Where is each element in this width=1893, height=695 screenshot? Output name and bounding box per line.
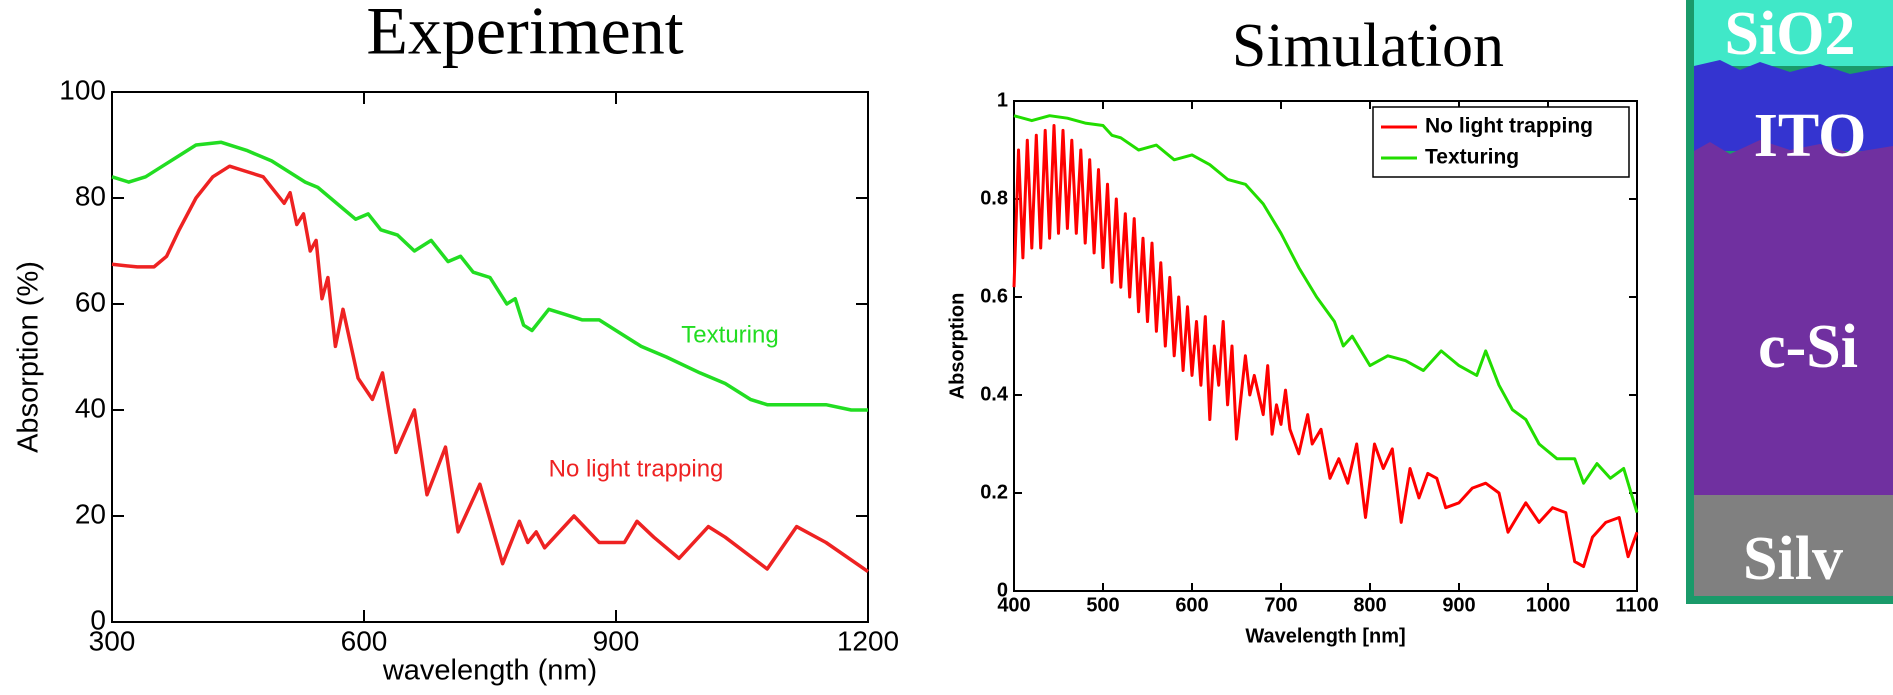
y-tick-label: 80 [75,180,106,211]
y-tick-label: 60 [75,286,106,317]
y-tick-label: 0.4 [980,383,1009,405]
y-axis-label: Absorption (%) [13,261,45,453]
x-tick-label: 900 [1442,594,1475,616]
x-tick-label: 900 [593,625,640,656]
layer-label: Silv [1743,525,1843,593]
y-tick-label: 100 [59,74,106,105]
y-tick-label: 0.6 [980,285,1008,307]
x-tick-label: 700 [1264,594,1297,616]
legend-label: No light trapping [1425,115,1593,138]
data-line [111,140,868,412]
y-tick-label: 0 [90,604,106,635]
y-tick-label: 0.2 [980,481,1008,503]
chart-title: Experiment [366,0,683,69]
x-tick-label: 300 [89,625,136,656]
y-tick-label: 0.8 [980,187,1008,209]
x-tick-label: 1100 [1615,594,1658,616]
layer-sio2 [1694,0,1893,66]
x-tick-label: 800 [1353,594,1386,616]
x-tick-label: 400 [997,594,1030,616]
layer-label: SiO2 [1725,0,1856,68]
y-axis-label: Absorption [946,293,968,400]
chart-title: Simulation [1232,12,1504,80]
data-line [1013,114,1639,514]
layer-ito [1694,60,1893,151]
x-tick-label: 1000 [1526,594,1571,616]
layer-label: c-Si [1758,313,1858,381]
annotation: Texturing [681,321,778,348]
layer-stack: SiO2 ITO c-Si Silv [1686,0,1893,604]
x-tick-label: 500 [1086,594,1119,616]
layer-label: ITO [1754,102,1867,170]
legend-label: Texturing [1425,146,1519,169]
plot-frame [1013,100,1638,592]
y-tick-label: 0 [997,579,1008,601]
layer-csi [1694,140,1893,495]
x-tick-label: 1200 [837,625,899,656]
legend-box [1372,106,1630,178]
x-tick-label: 600 [1175,594,1208,616]
data-line [111,164,869,574]
plot-frame [111,91,869,623]
y-tick-label: 20 [75,498,106,529]
y-tick-label: 1 [997,89,1008,111]
annotation: No light trapping [549,455,724,482]
x-tick-label: 600 [341,625,388,656]
x-axis-label: wavelength (nm) [382,655,597,687]
data-line [1012,124,1639,568]
x-axis-label: Wavelength [nm] [1245,625,1405,647]
y-tick-label: 40 [75,392,106,423]
layer-silver [1694,495,1893,596]
